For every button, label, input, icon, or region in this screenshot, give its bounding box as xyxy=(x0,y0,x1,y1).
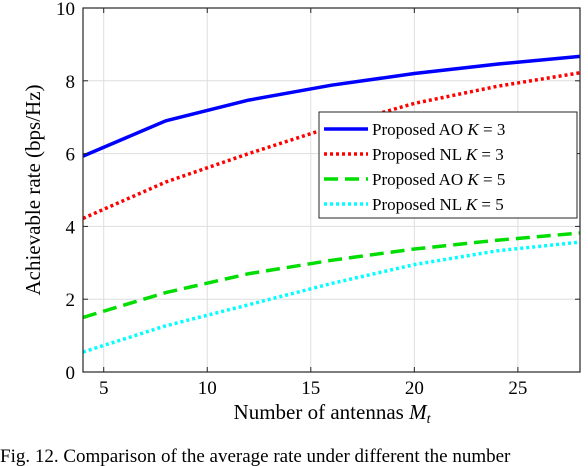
tick-marks xyxy=(83,7,580,373)
y-tick-labels: 0 2 4 6 8 10 xyxy=(56,0,76,384)
series-line-4 xyxy=(82,240,581,354)
y-tick-label: 4 xyxy=(66,217,76,238)
y-axis-label: Achievable rate (bps/Hz) xyxy=(21,84,45,295)
x-tick-label: 20 xyxy=(405,378,424,399)
x-tick-labels: 5 10 15 20 25 xyxy=(99,378,527,399)
y-tick-label: 8 xyxy=(66,72,76,93)
y-tick-label: 6 xyxy=(66,145,76,166)
y-tick-label: 10 xyxy=(56,0,75,20)
x-tick-label: 5 xyxy=(99,378,109,399)
legend-label-3: Proposed AO K = 5 xyxy=(372,170,505,189)
x-tick-label: 25 xyxy=(508,378,527,399)
y-tick-label: 2 xyxy=(66,290,76,311)
series-line-1 xyxy=(82,54,581,158)
figure-caption: Fig. 12. Comparison of the average rate … xyxy=(0,446,511,466)
y-tick-label: 0 xyxy=(66,363,76,384)
plot-frame xyxy=(82,7,581,373)
legend-label-2: Proposed NL K = 3 xyxy=(372,145,504,164)
legend-label-1: Proposed AO K = 3 xyxy=(372,120,505,139)
x-axis-label: Number of antennas Mt xyxy=(234,400,432,427)
x-tick-label: 15 xyxy=(301,378,320,399)
series-line-3 xyxy=(82,231,581,320)
x-tick-label: 10 xyxy=(198,378,217,399)
legend-label-4: Proposed NL K = 5 xyxy=(372,195,504,214)
legend: Proposed AO K = 3 Proposed NL K = 3 Propos… xyxy=(318,111,578,219)
